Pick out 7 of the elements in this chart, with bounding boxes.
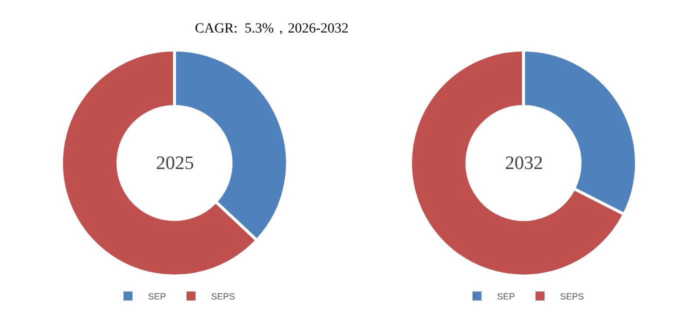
- legend-label: SEPS: [560, 292, 584, 302]
- chart-title: CAGR: 5.3%，2026-2032: [194, 21, 348, 36]
- legend-label: SEP: [496, 292, 515, 302]
- legend-label: SEP: [148, 292, 166, 302]
- text: 2032: [504, 153, 542, 174]
- text: 2025: [156, 153, 194, 174]
- legend-label: SEPS: [211, 292, 236, 302]
